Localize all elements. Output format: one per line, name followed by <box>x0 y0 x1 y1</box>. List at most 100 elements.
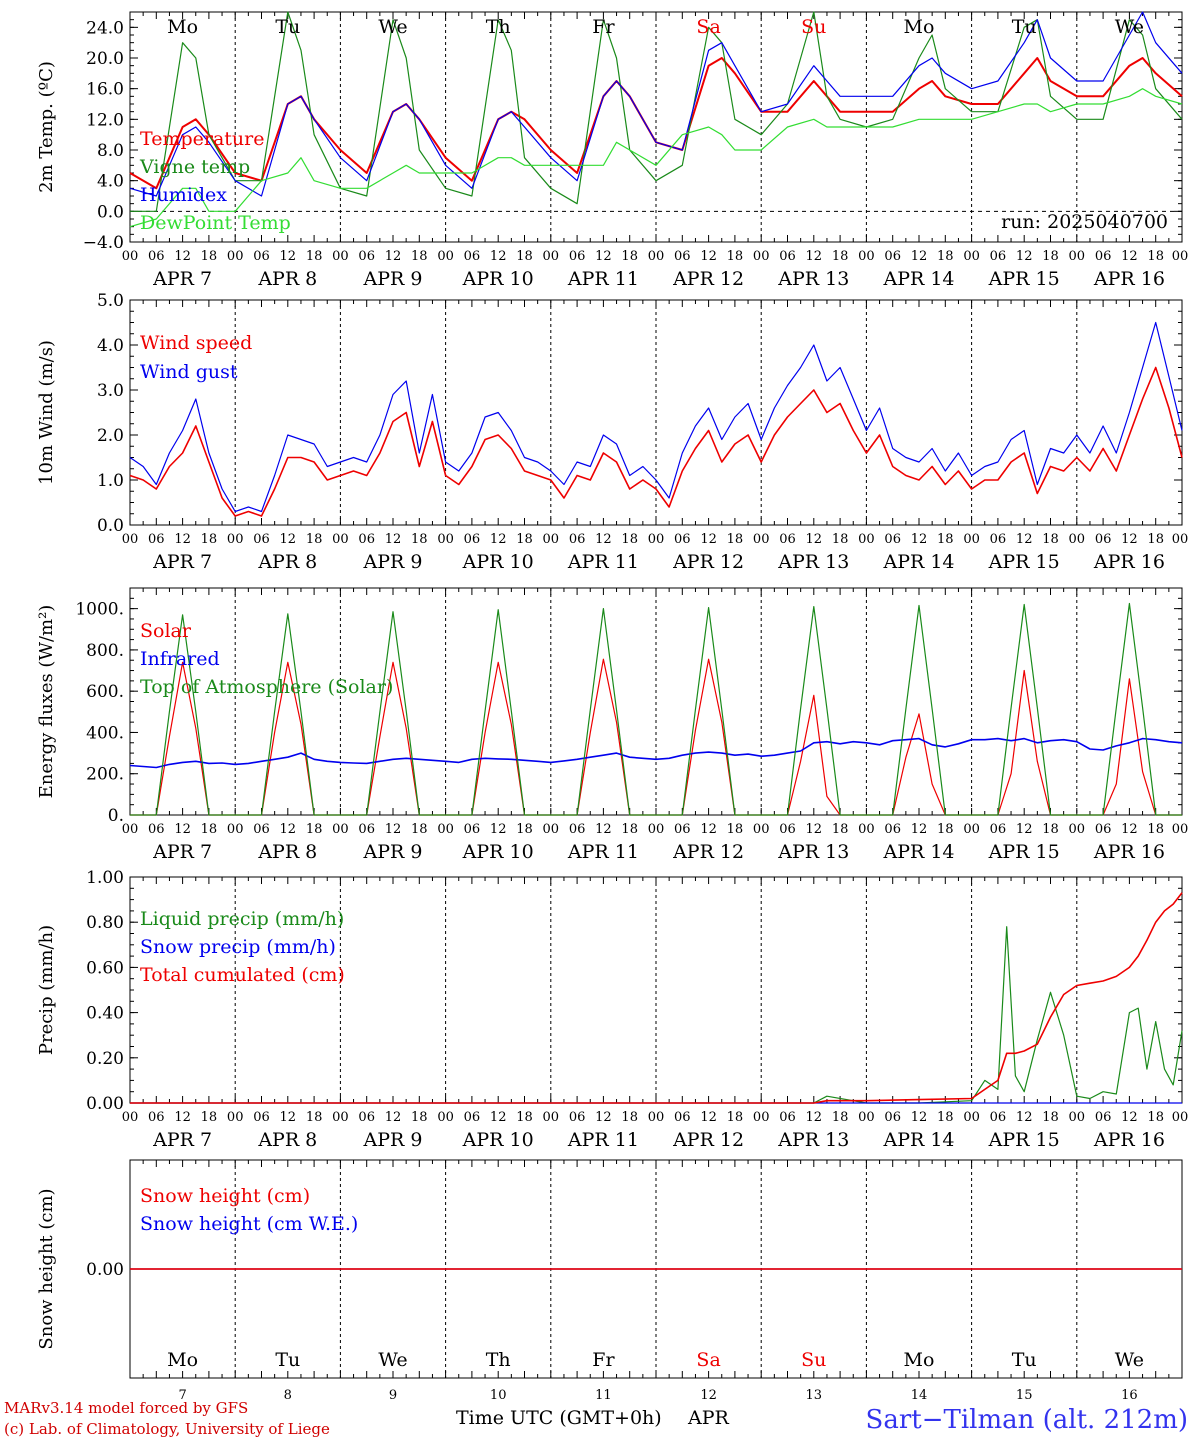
date-label: APR 13 <box>777 551 849 573</box>
hour-tick-label: 00 <box>437 1110 454 1125</box>
hour-tick-label: 18 <box>306 532 323 547</box>
hour-tick-label: 18 <box>727 249 744 264</box>
date-label: APR 14 <box>882 268 954 290</box>
y-tick-label: 0.00 <box>86 1260 124 1280</box>
date-label: APR 7 <box>152 268 212 290</box>
date-label: APR 11 <box>567 551 639 573</box>
hour-tick-label: 12 <box>911 249 928 264</box>
hour-tick-label: 12 <box>280 822 297 837</box>
day-name: Tu <box>275 16 300 38</box>
day-number: 14 <box>911 1388 928 1403</box>
hour-tick-label: 06 <box>148 1110 165 1125</box>
hour-tick-label: 06 <box>990 249 1007 264</box>
date-label: APR 8 <box>257 1129 317 1151</box>
date-label: APR 11 <box>567 1129 639 1151</box>
hour-tick-label: 06 <box>358 249 375 264</box>
date-label: APR 9 <box>363 1129 423 1151</box>
hour-tick-label: 18 <box>727 822 744 837</box>
hour-tick-label: 12 <box>595 249 612 264</box>
hour-tick-label: 06 <box>253 532 270 547</box>
hour-tick-label: 00 <box>858 1110 875 1125</box>
legend-entry: Snow height (cm) <box>140 1185 310 1207</box>
hour-tick-label: 00 <box>227 1110 244 1125</box>
y-tick-label: 800. <box>86 641 124 661</box>
hour-tick-label: 12 <box>700 249 717 264</box>
date-label: APR 8 <box>257 551 317 573</box>
date-label: APR 16 <box>1093 841 1165 863</box>
y-tick-label: 0.00 <box>86 1094 124 1114</box>
hour-tick-label: 00 <box>332 532 349 547</box>
day-number: 16 <box>1121 1388 1138 1403</box>
hour-tick-label: 18 <box>1147 822 1164 837</box>
date-label: APR 7 <box>152 551 212 573</box>
hour-tick-label: 12 <box>385 1110 402 1125</box>
date-label: APR 10 <box>462 841 534 863</box>
legend-entry: Vigne temp <box>139 156 250 178</box>
hour-tick-label: 06 <box>253 1110 270 1125</box>
hour-tick-label: 00 <box>543 822 560 837</box>
date-label: APR 11 <box>567 841 639 863</box>
y-tick-label: 600. <box>86 682 124 702</box>
run-label: run: 2025040700 <box>1001 211 1168 233</box>
hour-tick-label: 18 <box>201 1110 218 1125</box>
hour-tick-label: 06 <box>779 1110 796 1125</box>
hour-tick-label: 00 <box>122 822 139 837</box>
date-label: APR 10 <box>462 268 534 290</box>
hour-tick-label: 00 <box>1172 532 1189 547</box>
hour-tick-label: 00 <box>753 249 770 264</box>
date-label: APR 7 <box>152 1129 212 1151</box>
hour-tick-label: 06 <box>148 249 165 264</box>
hour-tick-label: 00 <box>963 822 980 837</box>
day-name: Th <box>486 1349 511 1371</box>
hour-tick-label: 12 <box>174 532 191 547</box>
hour-tick-label: 12 <box>385 249 402 264</box>
hour-tick-label: 18 <box>937 532 954 547</box>
hour-tick-label: 00 <box>122 249 139 264</box>
hour-tick-label: 00 <box>1172 1110 1189 1125</box>
day-number: 10 <box>490 1388 507 1403</box>
legend-entry: Liquid precip (mm/h) <box>140 908 344 930</box>
hour-tick-label: 18 <box>411 822 428 837</box>
hour-tick-label: 06 <box>464 249 481 264</box>
date-label: APR 13 <box>777 841 849 863</box>
hour-tick-label: 00 <box>1069 249 1086 264</box>
hour-tick-label: 12 <box>1121 249 1138 264</box>
hour-tick-label: 06 <box>569 249 586 264</box>
y-tick-label: 0.40 <box>86 1004 124 1024</box>
hour-tick-label: 18 <box>832 532 849 547</box>
hour-tick-label: 00 <box>1069 532 1086 547</box>
hour-tick-label: 00 <box>858 249 875 264</box>
y-tick-label: −4.0 <box>83 233 124 253</box>
date-label: APR 15 <box>988 268 1060 290</box>
hour-tick-label: 12 <box>490 822 507 837</box>
hour-tick-label: 06 <box>569 1110 586 1125</box>
hour-tick-label: 06 <box>1095 822 1112 837</box>
hour-tick-label: 06 <box>674 822 691 837</box>
legend-entry: Total cumulated (cm) <box>140 964 345 986</box>
hour-tick-label: 12 <box>806 1110 823 1125</box>
date-label: APR 9 <box>363 551 423 573</box>
time-axis-label: Time UTC (GMT+0h) <box>456 1407 662 1429</box>
hour-tick-label: 12 <box>806 249 823 264</box>
panel-5: 0.00 Snow height (cm) Snow height (cm) Snow… <box>36 1159 1183 1403</box>
day-name: Mo <box>904 1349 935 1371</box>
hour-tick-label: 18 <box>306 249 323 264</box>
hour-tick-label: 06 <box>253 249 270 264</box>
footer-lab: (c) Lab. of Climatology, University of L… <box>4 1420 330 1438</box>
y-tick-label: 16.0 <box>86 80 124 100</box>
hour-tick-label: 18 <box>201 532 218 547</box>
day-name: Fr <box>592 1349 615 1371</box>
hour-tick-label: 12 <box>911 822 928 837</box>
hour-tick-label: 00 <box>122 532 139 547</box>
hour-tick-label: 18 <box>937 1110 954 1125</box>
y-axis-label: Energy fluxes (W/m²) <box>36 605 57 799</box>
day-name: Su <box>801 16 826 38</box>
hour-tick-label: 00 <box>227 532 244 547</box>
hour-tick-label: 06 <box>674 249 691 264</box>
hour-tick-label: 18 <box>516 822 533 837</box>
y-axis-label: Snow height (cm) <box>36 1188 57 1349</box>
y-tick-label: 8.0 <box>97 141 124 161</box>
y-tick-label: 400. <box>86 723 124 743</box>
hour-tick-label: 18 <box>937 249 954 264</box>
hour-tick-label: 06 <box>884 1110 901 1125</box>
